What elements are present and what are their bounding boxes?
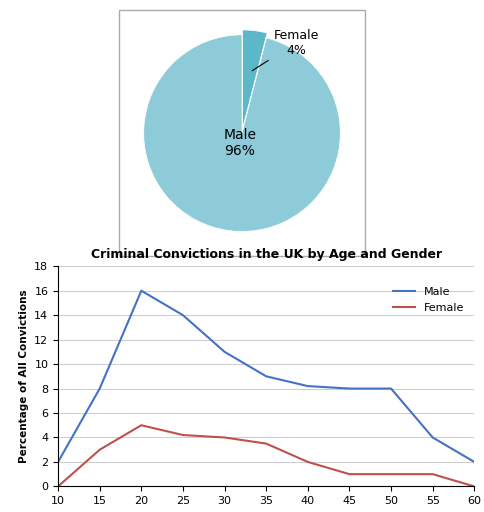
Male [180,312,186,318]
Text: Female
4%: Female 4% [0,511,1,512]
Male [263,373,269,379]
Male [305,383,311,389]
Male [430,434,436,440]
Male [471,459,477,465]
Male [222,349,227,355]
Female [388,471,394,477]
Title: Gender of Prison Inmates in the UK: Gender of Prison Inmates in the UK [118,0,366,2]
Female [471,483,477,489]
Male [138,288,144,294]
Bar [119,10,365,256]
Female [55,483,61,489]
Male [347,386,352,392]
Female [263,440,269,446]
Male [388,386,394,392]
Female [180,432,186,438]
Female [138,422,144,429]
Male [97,386,103,392]
Legend: Male, Female: Male, Female [388,283,469,317]
Text: Male
96%: Male 96% [224,128,257,158]
Wedge shape [144,35,340,231]
Title: Criminal Convictions in the UK by Age and Gender: Criminal Convictions in the UK by Age an… [91,248,442,261]
Female [347,471,352,477]
Female [97,446,103,453]
Line: Male: Male [58,291,474,462]
Female [305,459,311,465]
Y-axis label: Percentage of All Convictions: Percentage of All Convictions [19,289,29,463]
Male [55,459,61,465]
Female [222,434,227,440]
Line: Female: Female [58,425,474,486]
Wedge shape [242,30,267,128]
Female [430,471,436,477]
Text: Female
4%: Female 4% [252,29,319,71]
